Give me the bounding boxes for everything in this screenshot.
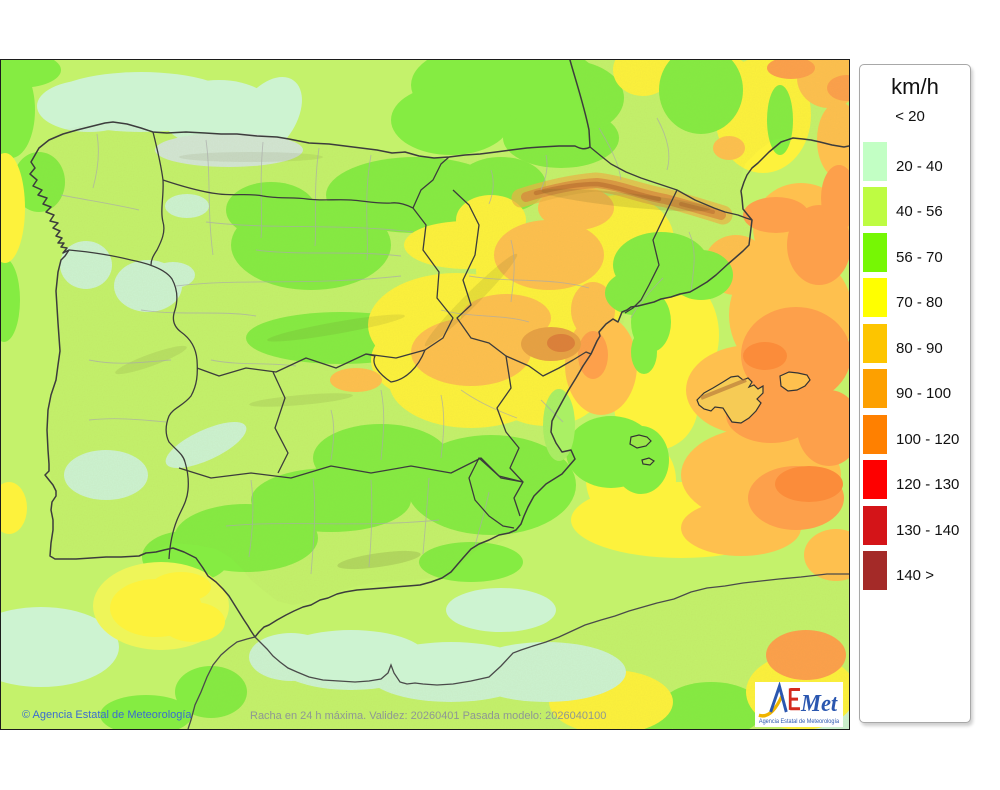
svg-text:Met: Met xyxy=(800,690,839,717)
svg-text:Agencia Estatal de Meteorologí: Agencia Estatal de Meteorología xyxy=(759,718,840,725)
